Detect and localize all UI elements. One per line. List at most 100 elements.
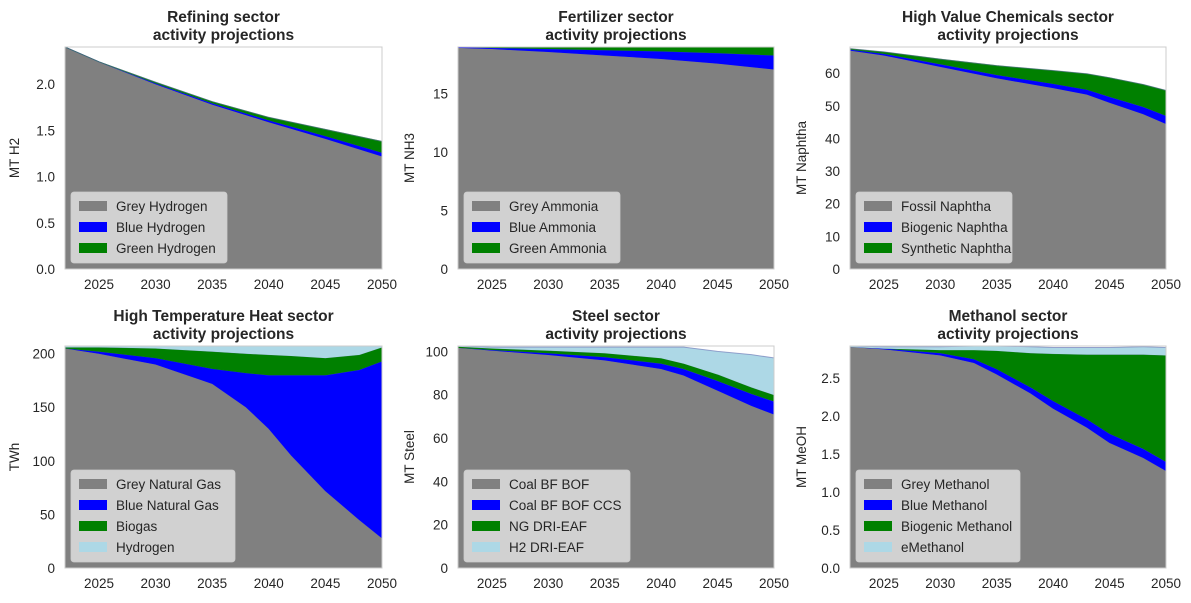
y-tick-label: 50 [40, 507, 55, 522]
chart-title-line: activity projections [153, 326, 294, 343]
legend-entry: Synthetic Naphtha [901, 241, 1012, 256]
y-tick-label: 0.0 [36, 262, 55, 277]
legend-swatch [864, 500, 892, 510]
legend-swatch [79, 479, 107, 489]
legend-box [855, 191, 1013, 264]
legend-box [70, 469, 236, 563]
plot-frame [64, 46, 383, 270]
x-tick-label: 2045 [310, 277, 340, 292]
x-tick-label: 2040 [254, 277, 284, 292]
y-tick-label: 0.5 [36, 216, 55, 231]
legend-swatch [864, 479, 892, 489]
legend-swatch [864, 222, 892, 232]
x-tick-label: 2030 [925, 277, 955, 292]
legend-entry: Biogenic Methanol [901, 519, 1012, 534]
x-tick-label: 2030 [533, 277, 563, 292]
chart-title-line: Fertilizer sector [558, 9, 673, 26]
legend-swatch [864, 243, 892, 253]
y-tick-label: 50 [825, 99, 840, 114]
x-tick-label: 2050 [1151, 576, 1181, 591]
legend-swatch [79, 243, 107, 253]
y-axis-label: MT NH3 [402, 133, 417, 183]
x-tick-label: 2025 [869, 576, 899, 591]
legend-swatch [79, 201, 107, 211]
x-tick-label: 2035 [197, 277, 227, 292]
y-tick-label: 2.0 [36, 77, 55, 92]
legend-swatch [472, 521, 500, 531]
y-tick-label: 1.5 [821, 447, 840, 462]
chart-title-line: activity projections [153, 27, 294, 44]
area-edge-line [850, 346, 1166, 349]
chart-title-line: Methanol sector [949, 308, 1068, 325]
y-tick-label: 20 [433, 518, 448, 533]
x-tick-label: 2050 [759, 576, 789, 591]
legend-swatch [79, 542, 107, 552]
plot-frame [64, 345, 383, 569]
legend: Grey Natural Gas Blue Natural Gas Biogas Hy… [70, 469, 236, 563]
y-tick-label: 0 [47, 561, 55, 576]
legend-entry: Grey Hydrogen [116, 199, 208, 214]
x-tick-label: 2025 [84, 277, 114, 292]
legend-swatch [472, 542, 500, 552]
x-tick-label: 2030 [141, 576, 171, 591]
legend-box [70, 191, 228, 264]
y-tick-label: 0.0 [821, 561, 840, 576]
y-tick-label: 0 [440, 262, 448, 277]
legend-swatch [864, 542, 892, 552]
y-tick-label: 80 [433, 388, 448, 403]
y-tick-label: 40 [433, 474, 448, 489]
legend-box [855, 469, 1021, 563]
legend-entry: Green Hydrogen [116, 241, 216, 256]
x-tick-label: 2030 [141, 277, 171, 292]
x-tick-label: 2025 [84, 576, 114, 591]
legend-swatch [472, 201, 500, 211]
legend-entry: Blue Hydrogen [116, 220, 205, 235]
legend-entry: Coal BF BOF [509, 477, 589, 492]
x-tick-label: 2045 [310, 576, 340, 591]
legend-entry: Green Ammonia [509, 241, 607, 256]
y-tick-label: 0 [440, 561, 448, 576]
legend-swatch [79, 521, 107, 531]
x-tick-label: 2040 [646, 576, 676, 591]
chart-title-line: activity projections [937, 27, 1078, 44]
y-tick-label: 1.0 [821, 485, 840, 500]
legend-swatch [79, 222, 107, 232]
x-tick-label: 2040 [1038, 576, 1068, 591]
legend-swatch [79, 500, 107, 510]
x-tick-label: 2040 [1038, 277, 1068, 292]
y-tick-label: 1.5 [36, 123, 55, 138]
legend-entry: Blue Natural Gas [116, 498, 219, 513]
legend-entry: Grey Methanol [901, 477, 990, 492]
x-tick-label: 2045 [703, 277, 733, 292]
y-axis-label: TWh [7, 443, 22, 472]
legend: Grey Ammonia Blue Ammonia Green Ammonia [463, 191, 621, 264]
x-tick-label: 2045 [1095, 576, 1125, 591]
x-tick-label: 2050 [1151, 277, 1181, 292]
area-edge-line [458, 346, 774, 359]
legend-entry: Grey Natural Gas [116, 477, 221, 492]
legend-swatch [472, 222, 500, 232]
legend-swatch [472, 243, 500, 253]
x-tick-label: 2025 [477, 277, 507, 292]
area-emethanol [850, 346, 1166, 356]
chart-title-line: High Temperature Heat sector [113, 308, 333, 325]
legend-entry: Biogenic Naphtha [901, 220, 1008, 235]
x-tick-label: 2035 [982, 277, 1012, 292]
chart-title-line: activity projections [545, 27, 686, 44]
y-tick-label: 100 [32, 454, 55, 469]
y-tick-label: 40 [825, 131, 840, 146]
y-tick-label: 10 [825, 229, 840, 244]
x-tick-label: 2040 [646, 277, 676, 292]
x-tick-label: 2050 [367, 277, 397, 292]
chart-title-line: Refining sector [167, 9, 280, 26]
chart-title-line: activity projections [545, 326, 686, 343]
x-tick-label: 2050 [759, 277, 789, 292]
y-tick-label: 60 [433, 431, 448, 446]
y-tick-label: 10 [433, 145, 448, 160]
legend: Fossil Naphtha Biogenic Naphtha Synthetic … [855, 191, 1013, 264]
y-tick-label: 1.0 [36, 170, 55, 185]
y-tick-label: 20 [825, 197, 840, 212]
